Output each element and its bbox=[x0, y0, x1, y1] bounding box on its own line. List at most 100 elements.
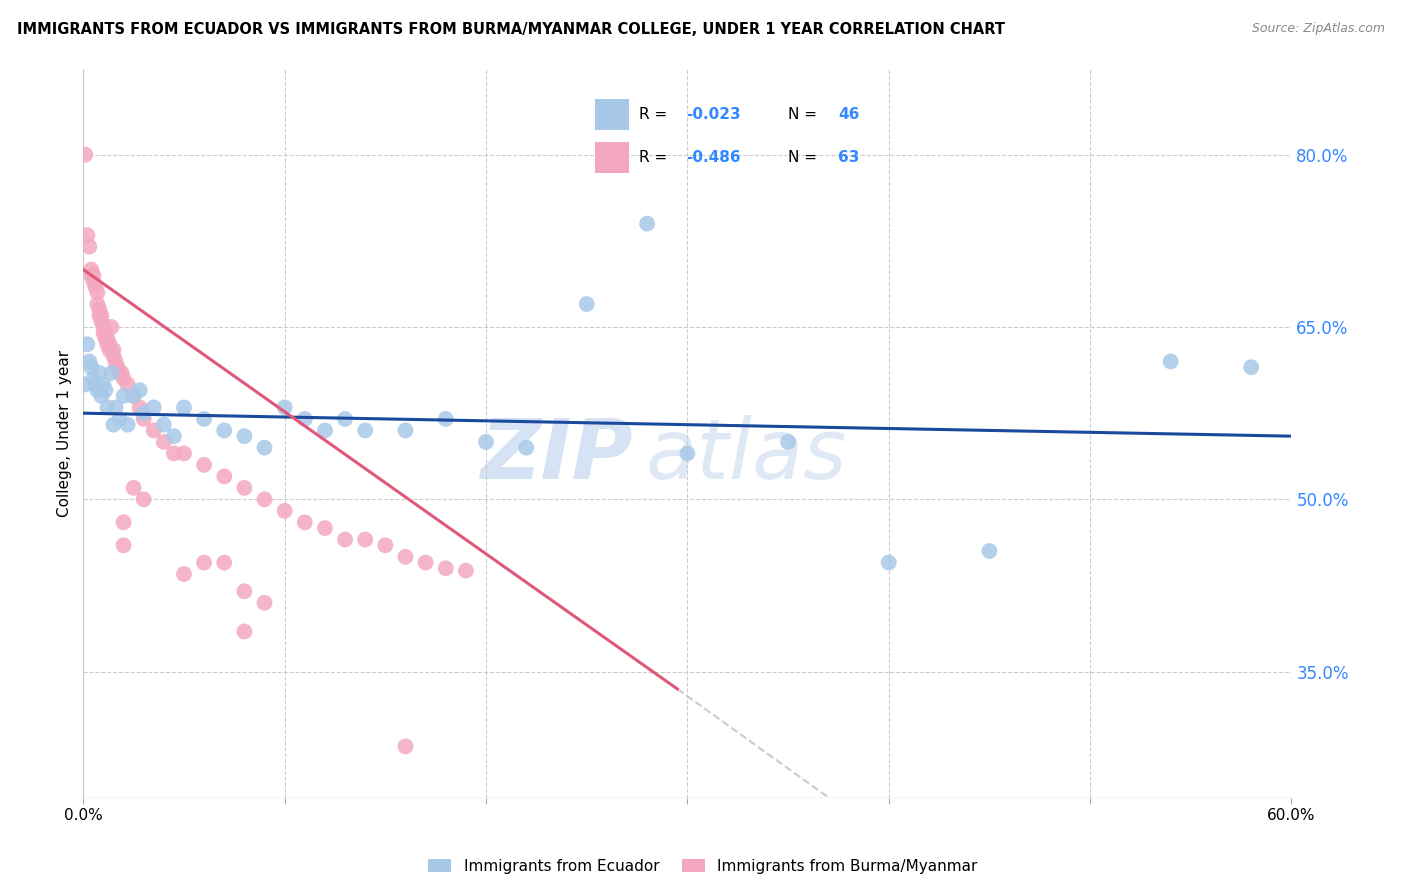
Point bbox=[108, 412, 131, 426]
Point bbox=[163, 429, 186, 443]
Point bbox=[354, 424, 377, 438]
Point bbox=[776, 434, 799, 449]
Legend: Immigrants from Ecuador, Immigrants from Burma/Myanmar: Immigrants from Ecuador, Immigrants from… bbox=[422, 853, 984, 880]
Text: atlas: atlas bbox=[645, 415, 846, 496]
Point bbox=[212, 556, 235, 570]
Text: IMMIGRANTS FROM ECUADOR VS IMMIGRANTS FROM BURMA/MYANMAR COLLEGE, UNDER 1 YEAR C: IMMIGRANTS FROM ECUADOR VS IMMIGRANTS FR… bbox=[17, 22, 1005, 37]
Point bbox=[173, 401, 195, 415]
Point bbox=[94, 383, 117, 397]
Point bbox=[233, 429, 256, 443]
Point bbox=[394, 739, 416, 754]
Point bbox=[89, 366, 111, 380]
Point bbox=[122, 389, 145, 403]
Point bbox=[575, 297, 598, 311]
Point bbox=[100, 366, 122, 380]
Point bbox=[253, 441, 276, 455]
Point bbox=[100, 320, 122, 334]
Point bbox=[89, 302, 111, 317]
Point bbox=[104, 354, 127, 368]
Point bbox=[415, 556, 437, 570]
Point bbox=[212, 424, 235, 438]
Point bbox=[173, 446, 195, 460]
Point bbox=[96, 401, 118, 415]
Point bbox=[233, 584, 256, 599]
Point bbox=[93, 377, 115, 392]
Point bbox=[233, 481, 256, 495]
Point bbox=[153, 417, 176, 432]
Point bbox=[98, 343, 121, 357]
Point bbox=[128, 383, 150, 397]
Point bbox=[90, 389, 112, 403]
Point bbox=[84, 280, 107, 294]
Point bbox=[132, 492, 155, 507]
Point bbox=[90, 314, 112, 328]
Point bbox=[434, 412, 457, 426]
Point bbox=[128, 401, 150, 415]
Point bbox=[117, 417, 139, 432]
Point bbox=[253, 596, 276, 610]
Point bbox=[212, 469, 235, 483]
Point bbox=[75, 147, 97, 161]
Point bbox=[142, 401, 165, 415]
Point bbox=[82, 372, 104, 386]
Point bbox=[80, 262, 103, 277]
Point bbox=[82, 274, 104, 288]
Point bbox=[103, 343, 125, 357]
Point bbox=[79, 354, 101, 368]
Point bbox=[94, 326, 117, 340]
Point bbox=[434, 561, 457, 575]
Point bbox=[122, 481, 145, 495]
Point bbox=[314, 424, 336, 438]
Point bbox=[90, 309, 112, 323]
Point bbox=[112, 538, 135, 552]
Point bbox=[96, 331, 118, 345]
Point bbox=[979, 544, 1001, 558]
Y-axis label: College, Under 1 year: College, Under 1 year bbox=[58, 350, 72, 516]
Point bbox=[233, 624, 256, 639]
Point bbox=[142, 424, 165, 438]
Point bbox=[314, 521, 336, 535]
Point bbox=[112, 389, 135, 403]
Point bbox=[173, 567, 195, 582]
Point bbox=[1160, 354, 1182, 368]
Point bbox=[193, 412, 215, 426]
Point bbox=[676, 446, 699, 460]
Point bbox=[84, 377, 107, 392]
Point bbox=[454, 564, 477, 578]
Point bbox=[117, 377, 139, 392]
Point bbox=[273, 401, 295, 415]
Point bbox=[333, 533, 356, 547]
Point bbox=[1240, 360, 1263, 375]
Point bbox=[103, 349, 125, 363]
Point bbox=[86, 285, 108, 300]
Point bbox=[93, 320, 115, 334]
Point bbox=[86, 297, 108, 311]
Point bbox=[153, 434, 176, 449]
Point bbox=[294, 412, 316, 426]
Point bbox=[294, 516, 316, 530]
Point bbox=[253, 492, 276, 507]
Point bbox=[107, 360, 129, 375]
Point bbox=[475, 434, 498, 449]
Point bbox=[76, 337, 98, 351]
Point bbox=[122, 389, 145, 403]
Point bbox=[80, 268, 103, 283]
Point bbox=[79, 239, 101, 253]
Point bbox=[76, 228, 98, 243]
Point bbox=[193, 458, 215, 472]
Point bbox=[132, 406, 155, 420]
Point bbox=[163, 446, 186, 460]
Point bbox=[636, 217, 658, 231]
Point bbox=[89, 309, 111, 323]
Text: ZIP: ZIP bbox=[481, 415, 633, 496]
Point bbox=[93, 326, 115, 340]
Point bbox=[75, 377, 97, 392]
Point bbox=[86, 383, 108, 397]
Point bbox=[394, 424, 416, 438]
Point bbox=[94, 331, 117, 345]
Point bbox=[110, 366, 132, 380]
Point bbox=[103, 417, 125, 432]
Text: Source: ZipAtlas.com: Source: ZipAtlas.com bbox=[1251, 22, 1385, 36]
Point bbox=[333, 412, 356, 426]
Point bbox=[273, 504, 295, 518]
